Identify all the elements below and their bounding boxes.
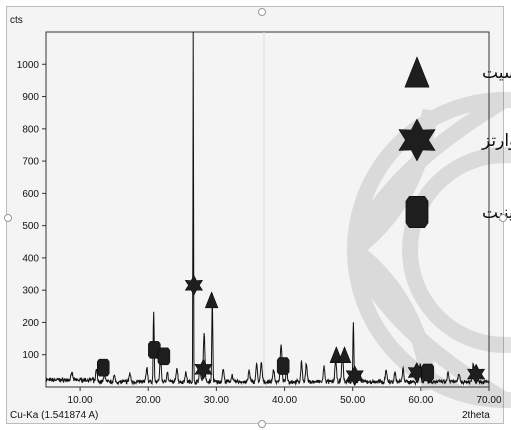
y-tick-label: 100 [22,350,39,361]
y-tick-label: 900 [22,92,39,103]
y-axis-label: cts [10,15,23,26]
octagon-marker [276,357,290,375]
x-tick-label: 10.00 [68,395,93,406]
y-tick-label: 700 [22,157,39,168]
legend-star-icon [398,118,436,162]
x-tick-label: 30.00 [204,395,229,406]
y-axis: 100 200 300 400 500 600 700 800 900 1000 [17,60,46,361]
y-tick-label: 1000 [17,60,40,71]
star-marker [466,363,486,385]
x-tick-label: 50.00 [340,395,365,406]
y-tick-label: 800 [22,124,39,135]
legend-label: کوارتز [481,131,511,151]
octagon-marker [157,347,171,366]
xrd-pattern-line [45,31,490,387]
x-tick-label: 60.00 [408,395,433,406]
plot-area [45,31,490,388]
source-label: Cu-Ka (1.541874 A) [10,410,98,421]
y-tick-label: 400 [22,253,39,264]
star-marker [345,365,364,387]
resize-handle-left[interactable] [4,214,12,222]
octagon-marker [96,358,110,377]
triangle-marker [337,346,352,363]
legend: کلسیت کوارتز کائولینیت [398,56,511,228]
resize-handle-right[interactable] [499,214,507,222]
legend-octagon-icon [405,196,429,228]
y-tick-label: 200 [22,318,39,329]
x-tick-label: 70.00 [476,395,501,406]
x-axis-label: 2theta [462,410,490,421]
legend-label: کلسیت [482,63,511,83]
triangle-marker [204,291,219,309]
y-tick-label: 600 [22,189,39,200]
y-tick-label: 300 [22,286,39,297]
star-marker [184,274,204,296]
resize-handle-bottom[interactable] [258,420,266,428]
legend-label: کائولینیت [482,203,511,223]
x-tick-label: 40.00 [272,395,297,406]
legend-triangle-icon [404,56,430,88]
resize-handle-top[interactable] [258,8,266,16]
x-axis: 10.00 20.00 30.00 40.00 50.00 60.00 70.00 [68,387,502,406]
y-tick-label: 500 [22,221,39,232]
star-marker [194,358,213,380]
octagon-marker [421,363,434,382]
x-tick-label: 20.00 [136,395,161,406]
phase-markers [96,274,486,387]
